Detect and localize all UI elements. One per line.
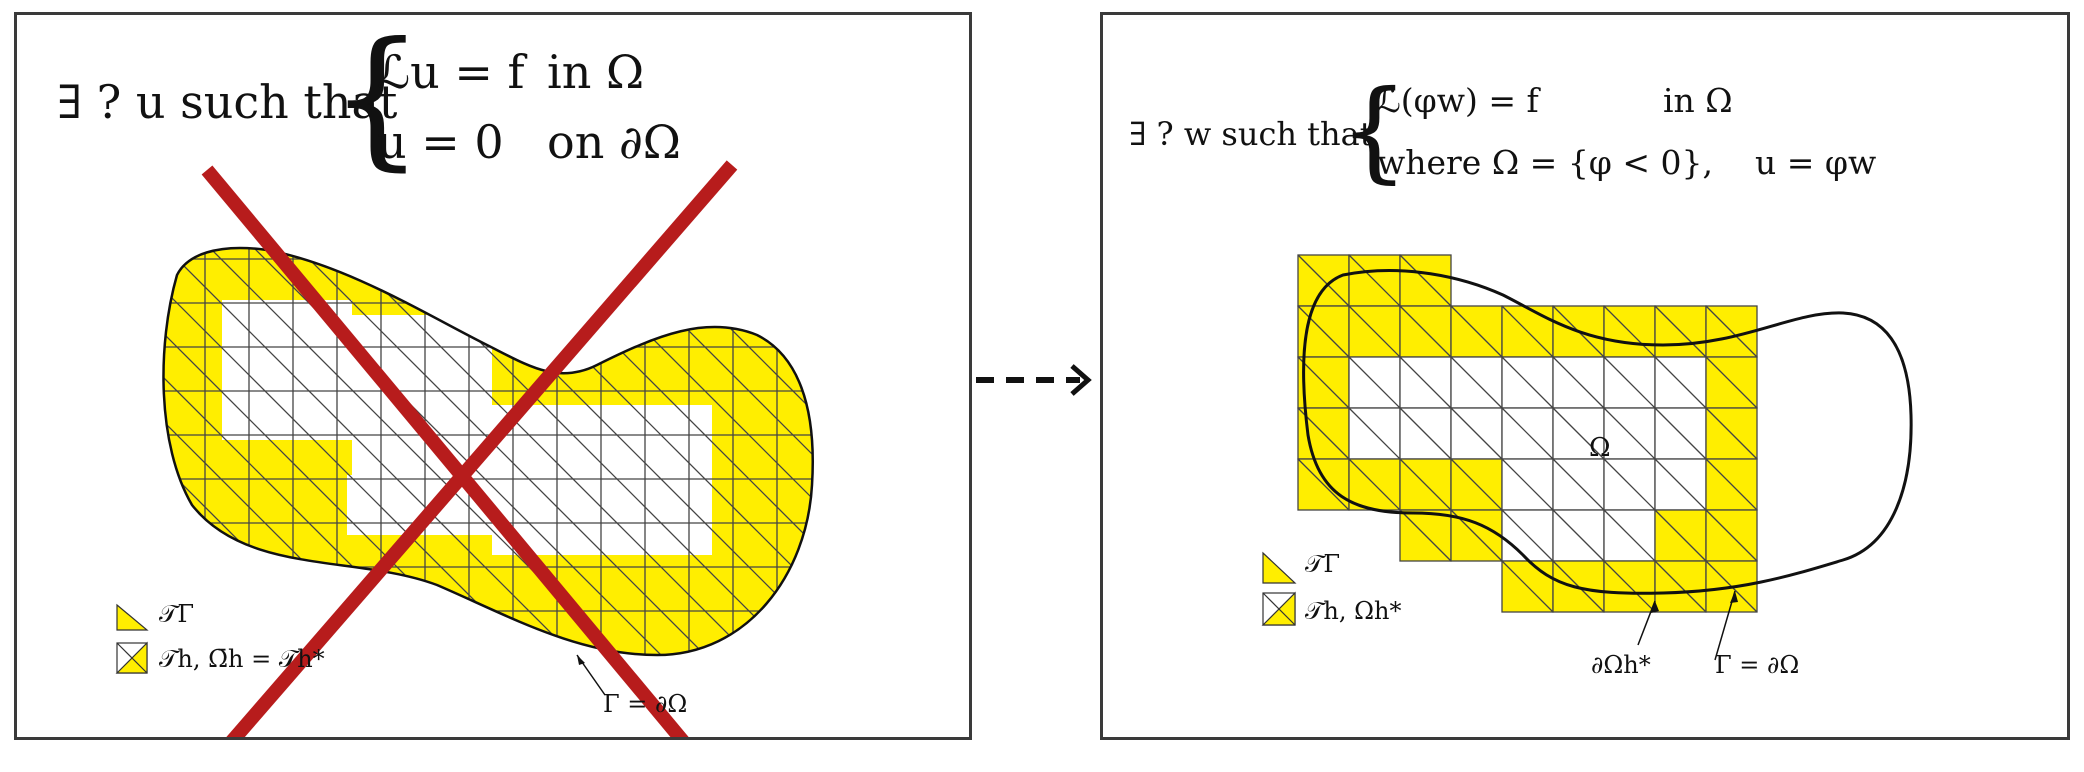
transition-arrow	[976, 364, 1092, 396]
left-interior-3	[492, 405, 712, 555]
right-legend-label-2: 𝒯h, Ωh*	[1305, 597, 1402, 625]
right-grid-cells	[1297, 254, 1758, 613]
left-legend-label-1: 𝒯Γ	[159, 600, 195, 628]
right-dOmega-label: ∂Ωh*	[1591, 651, 1651, 679]
right-panel: ∃ ? w such that { ℒ(φw) = f in Ω where Ω…	[1100, 12, 2070, 740]
left-boundary-curve	[162, 246, 814, 657]
right-gamma-label: Γ = ∂Ω	[1715, 651, 1800, 679]
right-eq-prefix: ∃ ? w such that	[1129, 115, 1373, 153]
left-eq-line1-rhs: in Ω	[547, 45, 645, 99]
left-interior-2	[352, 315, 492, 475]
left-eq-prefix: ∃ ? u such that	[57, 75, 398, 129]
right-domain-label: Ω	[1589, 433, 1611, 463]
left-red-cross-line-1	[201, 165, 689, 737]
left-panel: ∃ ? u such that { ℒu = f in Ω u = 0 on ∂…	[14, 12, 972, 740]
left-eq-brace: {	[329, 12, 425, 185]
left-eq-line2-lhs: u = 0	[377, 115, 504, 169]
left-red-cross-line-2	[226, 160, 738, 737]
left-eq-line2-rhs: on ∂Ω	[547, 115, 681, 169]
right-legend-icon-1	[1262, 551, 1297, 584]
right-mesh-diagram	[1261, 254, 1913, 661]
left-boundary-label: Γ = ∂Ω	[603, 690, 688, 718]
right-eq-line2: where Ω = {φ < 0}, u = φw	[1377, 143, 1877, 182]
right-legend-label-1: 𝒯Γ	[1305, 550, 1341, 578]
right-eq-line1-lhs: ℒ(φw) = f	[1377, 81, 1539, 120]
left-mesh-diagram	[115, 160, 814, 737]
left-eq-line1-lhs: ℒu = f	[377, 45, 525, 99]
left-legend-icon-1	[116, 603, 149, 631]
right-boundary-curve	[1302, 269, 1913, 595]
right-eq-line1-rhs: in Ω	[1663, 81, 1733, 120]
right-eq-brace: {	[1339, 66, 1409, 194]
right-dOmega-pointer	[1637, 600, 1656, 646]
left-legend-label-2: 𝒯h, Ω̄h = 𝒯h*	[159, 645, 325, 673]
